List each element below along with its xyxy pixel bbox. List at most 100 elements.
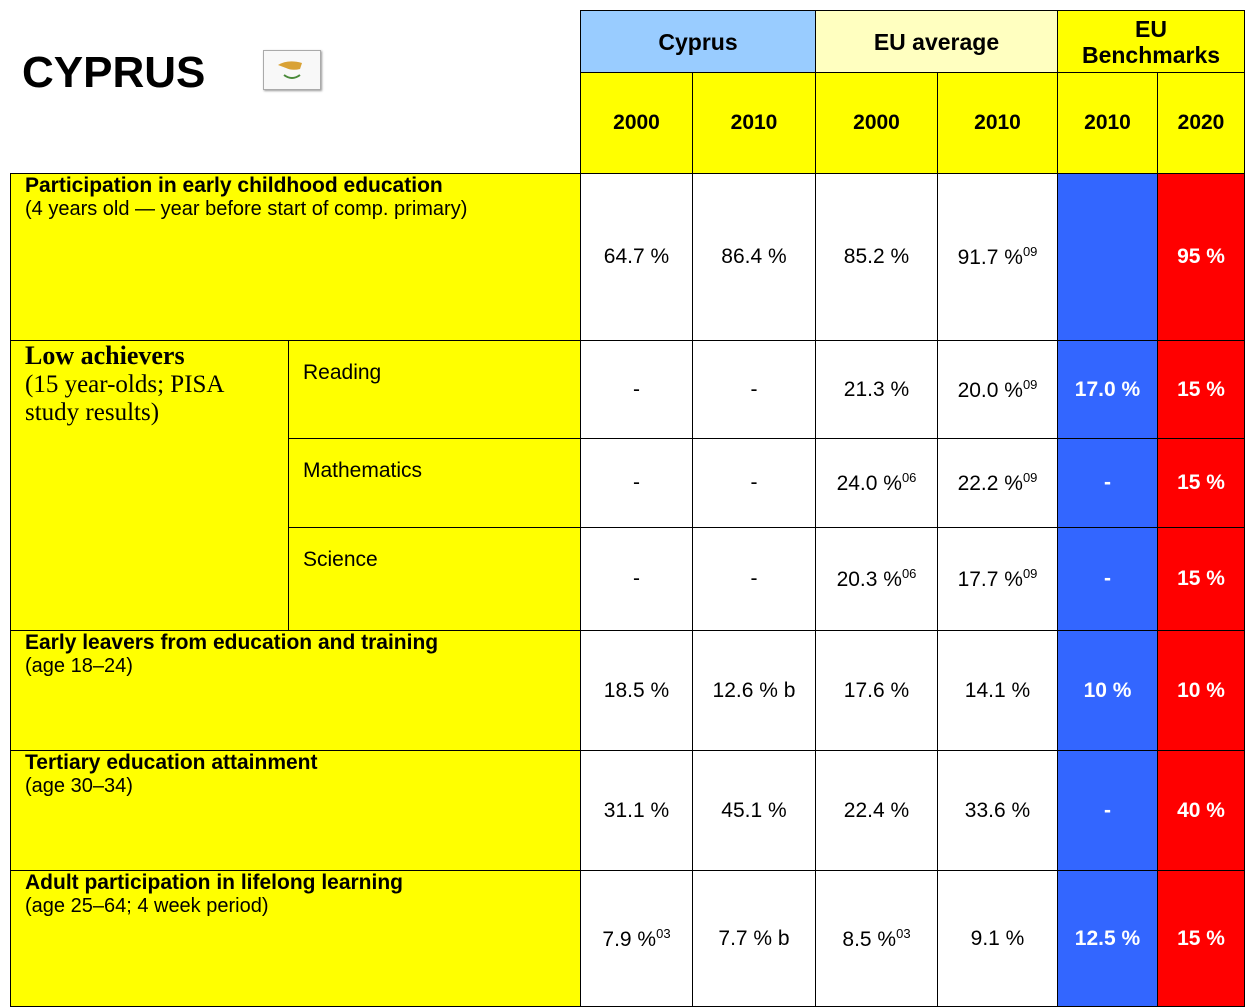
value: 24.0 %06 (836, 470, 917, 495)
value: 8.5 %03 (842, 925, 911, 951)
value: - (1104, 798, 1111, 822)
value-cell: 40 % (1157, 750, 1245, 871)
value: 20.3 %06 (836, 566, 917, 591)
value-cell (1057, 173, 1158, 341)
value: 33.6 % (964, 798, 1031, 822)
indicator-cell: Participation in early childhood educati… (10, 173, 581, 341)
value-cell: 7.7 % b (692, 870, 816, 1007)
value-cell: 64.7 % (580, 173, 693, 341)
value-cell: - (692, 527, 816, 631)
value-cell: 24.0 %06 (815, 438, 938, 528)
value: 40 % (1177, 798, 1225, 822)
value-cell: - (1057, 527, 1158, 631)
value: 20.0 %09 (957, 376, 1038, 402)
value-cell: 10 % (1157, 630, 1245, 751)
value-cell: 20.0 %09 (937, 340, 1058, 439)
indicator-label: Participation in early childhood educati… (25, 174, 443, 197)
value-cell: 8.5 %03 (815, 870, 938, 1007)
year-header: 2000 (815, 72, 938, 174)
value-cell: - (580, 340, 693, 439)
year-label: 2010 (1084, 111, 1131, 134)
value: 7.7 % b (718, 926, 790, 950)
value-cell: 17.0 % (1057, 340, 1158, 439)
indicator-label: Tertiary education attainment (25, 751, 318, 774)
title: CYPRUS (22, 48, 206, 97)
subject-label: Reading (303, 361, 382, 384)
value: 12.6 % b (712, 678, 796, 702)
value: 95 % (1177, 245, 1225, 268)
value-cell: - (580, 527, 693, 631)
value: 86.4 % (721, 245, 787, 268)
indicator-sublabel: (4 years old — year before start of comp… (25, 198, 468, 220)
value: - (750, 471, 758, 494)
value-cell: 18.5 % (580, 630, 693, 751)
value: 15 % (1177, 926, 1225, 950)
value: 64.7 % (603, 245, 670, 268)
subject-cell: Science (288, 527, 581, 631)
value: - (633, 377, 640, 401)
note: 06 (901, 566, 917, 581)
value: 17.7 %09 (957, 566, 1038, 591)
note: 09 (1022, 566, 1038, 581)
indicator-sublabel: (age 18–24) (25, 655, 133, 677)
year-header: 2000 (580, 72, 693, 174)
value: 91.7 %09 (957, 244, 1038, 269)
year-header: 2010 (1057, 72, 1158, 174)
subject-label: Science (303, 548, 378, 571)
year-label: 2000 (853, 111, 900, 134)
value-cell: 17.7 %09 (937, 527, 1058, 631)
group-header: EU average (815, 10, 1058, 73)
indicator-sublabel: (age 25–64; 4 week period) (25, 895, 269, 917)
indicator-label: Early leavers from education and trainin… (25, 631, 439, 654)
indicator-label: Adult participation in lifelong learning (25, 871, 403, 894)
year-label: 2010 (974, 111, 1021, 134)
low-achievers-label: Low achievers (25, 341, 185, 370)
indicator-cell: Adult participation in lifelong learning… (10, 870, 581, 1007)
value-cell: 20.3 %06 (815, 527, 938, 631)
value: - (633, 471, 640, 494)
group-label: EU Benchmarks (1081, 15, 1221, 68)
value: 17.6 % (843, 678, 910, 702)
value: - (750, 567, 758, 590)
value: 18.5 % (603, 678, 670, 702)
indicator-cell: Tertiary education attainment (age 30–34) (10, 750, 581, 871)
note: 09 (1022, 470, 1038, 485)
year-label: 2010 (730, 111, 778, 134)
value-cell: 22.2 %09 (937, 438, 1058, 528)
value: 22.4 % (843, 798, 910, 822)
value-cell: 15 % (1157, 438, 1245, 528)
value: 10 % (1083, 678, 1132, 702)
value: 10 % (1177, 678, 1225, 702)
value: 31.1 % (603, 798, 670, 822)
value: 12.5 % (1074, 926, 1141, 950)
note: 09 (1022, 376, 1038, 392)
note: 09 (1022, 244, 1038, 259)
indicator-sublabel: (age 30–34) (25, 775, 133, 797)
group-label: EU average (873, 28, 1000, 55)
value-cell: - (692, 340, 816, 439)
subject-label: Mathematics (303, 459, 423, 482)
value-cell: 12.6 % b (692, 630, 816, 751)
value: 15 % (1177, 567, 1225, 590)
note: 03 (896, 925, 911, 941)
value-cell: 12.5 % (1057, 870, 1158, 1007)
subject-cell: Mathematics (288, 438, 581, 528)
value: - (750, 377, 758, 401)
value-cell: 17.6 % (815, 630, 938, 751)
value: - (1104, 567, 1111, 590)
value-cell: 95 % (1157, 173, 1245, 341)
value: 15 % (1177, 471, 1225, 494)
value: 9.1 % (970, 926, 1025, 950)
value-cell: - (1057, 438, 1158, 528)
value-cell: - (692, 438, 816, 528)
year-label: 2000 (613, 111, 660, 134)
value-cell: 85.2 % (815, 173, 938, 341)
value-cell: 9.1 % (937, 870, 1058, 1007)
year-header: 2010 (692, 72, 816, 174)
year-header: 2010 (937, 72, 1058, 174)
subject-cell: Reading (288, 340, 581, 439)
value-cell: 22.4 % (815, 750, 938, 871)
group-label-cell: Low achievers (15 year-olds; PISA study r… (10, 340, 289, 631)
value: 15 % (1177, 377, 1225, 401)
value: 7.9 %03 (602, 925, 671, 951)
